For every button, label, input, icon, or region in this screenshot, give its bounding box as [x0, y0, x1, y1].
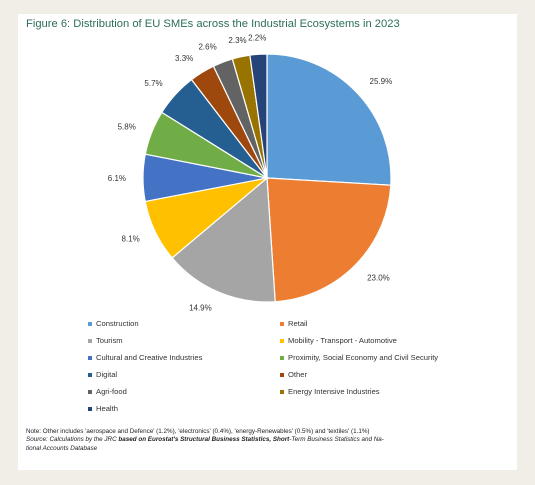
legend-label: Energy Intensive Industries: [288, 387, 380, 396]
legend-item-energy-intensive-industries: Energy Intensive Industries: [280, 386, 500, 397]
legend-swatch: [280, 389, 284, 394]
legend-label: Proximity, Social Economy and Civil Secu…: [288, 353, 439, 362]
data-label-other: 3.3%: [175, 54, 193, 63]
legend-label: Other: [288, 370, 307, 379]
legend-item-health: Health: [88, 403, 280, 414]
data-label-agri-food: 2.6%: [198, 42, 216, 51]
legend-label: Retail: [288, 319, 308, 328]
legend-swatch: [280, 372, 284, 377]
data-label-cultural-and-creative-industries: 6.1%: [108, 174, 126, 183]
legend-swatch: [280, 355, 284, 360]
source-line2: tional Accounts Database: [26, 444, 98, 452]
pie-slice-construction: [266, 53, 392, 186]
legend-item-cultural-and-creative-industries: Cultural and Creative Industries: [88, 352, 280, 363]
legend-label: Tourism: [96, 336, 123, 345]
chart-title: Figure 6: Distribution of EU SMEs across…: [26, 18, 400, 30]
data-label-energy-intensive-industries: 2.3%: [228, 36, 246, 45]
pie-slice-tourism: [171, 176, 276, 303]
data-label-construction: 25.9%: [370, 77, 393, 86]
legend-label: Health: [96, 404, 118, 413]
data-label-retail: 23.0%: [367, 273, 390, 282]
legend-label: Construction: [96, 319, 139, 328]
legend-item-mobility-transport-automotive: Mobility - Transport - Automotive: [280, 335, 500, 346]
figure-note: Note: Other includes 'aerospace and Defe…: [26, 428, 514, 453]
chart-legend: Construction Retail Tourism Mobility - Tran…: [88, 318, 508, 414]
legend-label: Cultural and Creative Industries: [96, 353, 203, 362]
legend-swatch: [88, 321, 92, 326]
pie-slice-retail: [266, 177, 392, 303]
note-text: Note: Other includes 'aerospace and Defe…: [26, 428, 370, 435]
pie-chart: 25.9% 23.0% 14.9% 8.1% 6.1% 5.8% 5.7% 3.3% 2.6% 2…: [108, 33, 393, 313]
legend-swatch: [88, 355, 92, 360]
figure-card: Figure 6: Distribution of EU SMEs across…: [18, 14, 517, 470]
data-label-proximity-social-economy-and-civil-security: 5.8%: [118, 122, 136, 131]
pie-slice-health: [249, 53, 268, 179]
legend-label: Agri-food: [96, 387, 127, 396]
source-prefix: Source: Calculations by the JRC: [26, 436, 119, 444]
source-middle: -Term Business Statistics and Na-: [289, 436, 384, 444]
legend-swatch: [88, 338, 92, 343]
data-label-health: 2.2%: [248, 33, 266, 42]
legend-item-retail: Retail: [280, 318, 500, 329]
legend-swatch: [88, 372, 92, 377]
legend-item-agri-food: Agri-food: [88, 386, 280, 397]
source-text: Source: Calculations by the JRC based on…: [26, 436, 514, 453]
data-label-tourism: 14.9%: [189, 304, 212, 313]
legend-label: Mobility - Transport - Automotive: [288, 336, 397, 345]
legend-label: Digital: [96, 370, 118, 379]
legend-swatch: [280, 321, 284, 326]
legend-item-construction: Construction: [88, 318, 280, 329]
legend-swatch: [88, 406, 92, 411]
legend-item-proximity-social-economy-and-civil-security: Proximity, Social Economy and Civil Secu…: [280, 352, 500, 363]
legend-item-tourism: Tourism: [88, 335, 280, 346]
legend-swatch: [280, 338, 284, 343]
legend-item-digital: Digital: [88, 369, 280, 380]
data-label-digital: 5.7%: [144, 79, 162, 88]
legend-item-other: Other: [280, 369, 500, 380]
legend-swatch: [88, 389, 92, 394]
data-label-mobility-transport-automotive: 8.1%: [121, 235, 139, 244]
source-bold: based on Eurostat's Structural Business …: [118, 436, 290, 444]
